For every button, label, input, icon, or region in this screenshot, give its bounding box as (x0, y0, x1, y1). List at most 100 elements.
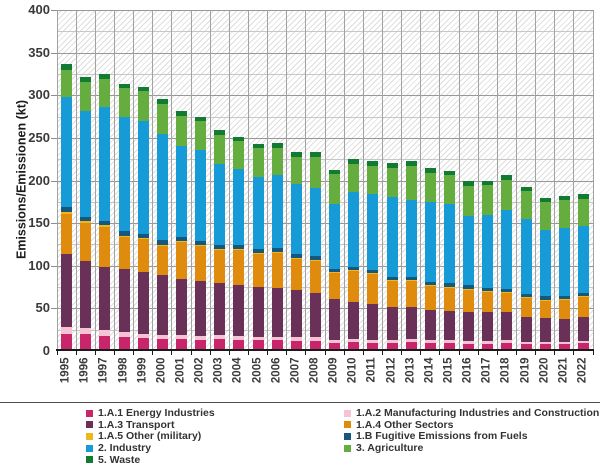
x-axis-tick (477, 351, 479, 355)
x-axis-tick (267, 351, 269, 355)
bar-segment (482, 215, 494, 288)
bar-segment (214, 163, 226, 245)
bar-segment (118, 231, 130, 236)
bar-segment (290, 290, 302, 338)
bar-segment (156, 99, 168, 105)
bar-segment (520, 190, 532, 220)
x-tick-label: 2021 (557, 357, 570, 384)
bar-segment (348, 192, 360, 268)
bar-segment (539, 300, 551, 319)
bar-segment (252, 143, 264, 149)
bar-segment (482, 180, 494, 186)
bar-segment (309, 293, 321, 338)
bar-segment (501, 292, 513, 294)
bar-segment (539, 344, 551, 351)
x-axis-tick (343, 351, 345, 355)
bar-segment (329, 169, 341, 175)
x-tick-label: 2019 (519, 357, 531, 384)
bar-segment (463, 289, 475, 312)
bar-segment (156, 275, 168, 335)
bar-segment (348, 301, 360, 340)
bar-segment (137, 333, 149, 339)
bar-segment (443, 175, 455, 204)
bar-segment (175, 339, 187, 351)
bar-segment (80, 110, 92, 217)
legend-label: 1.A.5 Other (military) (98, 430, 202, 443)
bar-segment (195, 240, 207, 245)
bar-segment (367, 270, 379, 274)
bar-segment (175, 242, 187, 279)
vertical-gridline (420, 10, 422, 351)
bar-segment (539, 296, 551, 300)
bar-segment (61, 327, 73, 335)
bar-segment (271, 336, 283, 340)
bar-segment (577, 316, 589, 341)
bar-segment (61, 253, 73, 328)
bar-segment (482, 311, 494, 341)
y-axis-tick (51, 308, 57, 310)
x-axis-tick (573, 351, 575, 355)
vertical-gridline (573, 10, 575, 351)
bar-segment (463, 285, 475, 289)
bar-segment (233, 136, 245, 142)
bar-segment (80, 328, 92, 335)
bar-segment (367, 160, 379, 166)
bar-segment (156, 246, 168, 276)
bar-segment (424, 343, 436, 351)
x-axis-tick (113, 351, 115, 355)
x-tick-label: 2009 (327, 357, 340, 384)
bar-segment (577, 296, 589, 298)
bar-segment (309, 151, 321, 157)
legend-label: 1.A.3 Transport (98, 418, 175, 431)
bar-segment (233, 284, 245, 336)
bar-segment (309, 156, 321, 189)
bar-segment (482, 290, 494, 292)
bar-segment (520, 341, 532, 345)
bar-segment (118, 332, 130, 337)
bar-segment (195, 339, 207, 351)
bar-segment (137, 233, 149, 239)
bar-segment (386, 280, 398, 282)
bar-segment (214, 134, 226, 164)
bar-segment (214, 282, 226, 336)
bar-segment (214, 248, 226, 250)
bar-segment (424, 286, 436, 311)
bar-segment (156, 240, 168, 246)
bar-segment (577, 340, 589, 344)
vertical-gridline (477, 10, 479, 351)
bar-segment (329, 271, 341, 273)
bar-segment (558, 228, 570, 296)
y-axis-tick (51, 265, 57, 267)
bar-segment (463, 216, 475, 286)
bar-segment (271, 143, 283, 148)
legend-label: 1.B Fugitive Emissions from Fuels (356, 430, 528, 443)
x-tick-label: 2004 (231, 357, 244, 384)
bar-segment (405, 161, 417, 167)
bar-segment (80, 221, 92, 223)
y-tick-label: 300 (28, 87, 50, 103)
bar-segment (386, 276, 398, 281)
x-tick-label: 1997 (97, 357, 110, 384)
bar-segment (290, 156, 302, 184)
x-tick-label: 2020 (538, 357, 551, 384)
x-axis-tick (56, 351, 58, 355)
y-axis-tick (51, 52, 57, 54)
bar-segment (233, 335, 245, 340)
bar-segment (309, 260, 321, 262)
bar-segment (558, 299, 570, 320)
x-tick-label: 2016 (461, 357, 474, 384)
x-tick-label: 2002 (193, 357, 206, 384)
x-tick-label: 2012 (385, 357, 397, 384)
vertical-gridline (286, 10, 288, 351)
bar-segment (252, 286, 264, 337)
x-axis-tick (535, 351, 537, 355)
bar-segment (290, 152, 302, 157)
bar-segment (137, 86, 149, 92)
bar-segment (329, 343, 341, 351)
bar-segment (99, 220, 111, 226)
bar-segment (405, 277, 417, 281)
y-tick-label: 200 (28, 172, 50, 188)
x-axis-tick (515, 351, 517, 355)
x-tick-label: 2007 (289, 357, 302, 384)
bar-segment (118, 235, 130, 238)
